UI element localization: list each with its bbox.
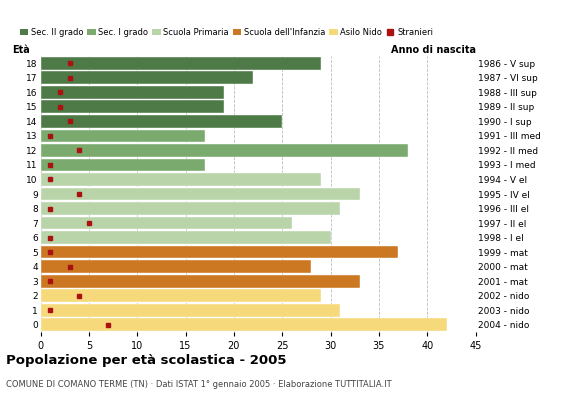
Text: Popolazione per età scolastica - 2005: Popolazione per età scolastica - 2005 [6, 354, 287, 367]
Bar [41, 71, 253, 84]
Bar [41, 231, 331, 244]
Text: Anno di nascita: Anno di nascita [390, 45, 476, 55]
Bar [41, 318, 447, 331]
Bar [41, 289, 321, 302]
Bar [41, 217, 292, 230]
Bar [41, 86, 224, 99]
Bar [41, 115, 282, 128]
Bar [41, 100, 224, 113]
Bar [41, 260, 311, 273]
Bar [41, 144, 408, 157]
Bar [41, 275, 360, 288]
Bar [41, 246, 398, 258]
Bar [41, 304, 340, 317]
Bar [41, 158, 205, 171]
Text: Età: Età [12, 45, 30, 55]
Bar [41, 57, 321, 70]
Legend: Sec. II grado, Sec. I grado, Scuola Primaria, Scuola dell'Infanzia, Asilo Nido, : Sec. II grado, Sec. I grado, Scuola Prim… [16, 24, 436, 40]
Bar [41, 188, 360, 200]
Bar [41, 130, 205, 142]
Text: COMUNE DI COMANO TERME (TN) · Dati ISTAT 1° gennaio 2005 · Elaborazione TUTTITAL: COMUNE DI COMANO TERME (TN) · Dati ISTAT… [6, 380, 392, 389]
Bar [41, 173, 321, 186]
Bar [41, 202, 340, 215]
